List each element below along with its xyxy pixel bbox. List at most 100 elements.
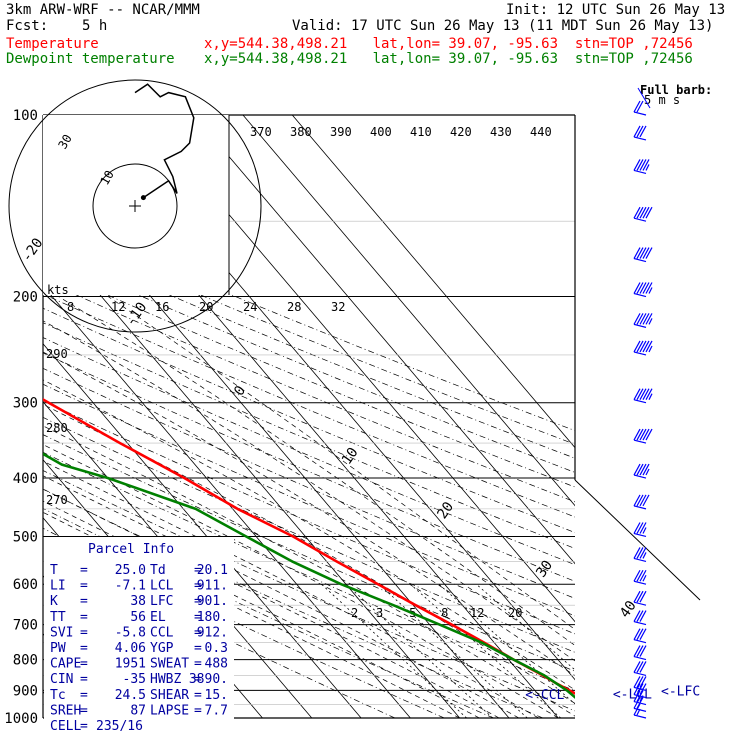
barb-flag xyxy=(639,590,647,603)
parcel-field-value: 0.3 xyxy=(205,641,228,656)
parcel-field-label: K xyxy=(50,594,58,609)
barb-flag xyxy=(636,569,644,582)
parcel-field-label: CCL xyxy=(150,625,174,640)
barb-flag xyxy=(642,159,650,171)
mixing-ratio-label: 8 xyxy=(441,606,448,620)
parcel-field-sep: = xyxy=(80,657,88,672)
parcel-field-sep: = xyxy=(80,610,88,625)
isotherm-line xyxy=(291,115,575,449)
barb-flag xyxy=(639,628,647,640)
isotherm-label: 40 xyxy=(617,598,640,621)
parcel-field-label: TT xyxy=(50,610,66,625)
theta-label: 380 xyxy=(290,125,312,139)
isotherm-label: 0 xyxy=(231,383,249,399)
speed-tick-label: 24 xyxy=(243,300,257,314)
isotherm-line xyxy=(193,115,575,565)
mixing-ratio-label: 12 xyxy=(470,606,484,620)
barb-staff xyxy=(633,580,647,585)
level-marker-lfc: <-LFC xyxy=(661,685,700,700)
barb-flag xyxy=(633,313,641,325)
barb-flag xyxy=(642,313,650,325)
barb-staff xyxy=(633,655,647,661)
barb-flag xyxy=(633,547,641,559)
wind-barb xyxy=(633,547,647,563)
parcel-field-value: 24.5 xyxy=(115,688,146,703)
wind-barb xyxy=(633,628,647,644)
barb-flag xyxy=(633,628,641,640)
barb-flag xyxy=(639,547,647,559)
pressure-label: 500 xyxy=(13,529,38,545)
barb-flag xyxy=(642,247,650,259)
wind-barb xyxy=(633,661,647,677)
parcel-field-sep: = xyxy=(80,563,88,578)
barb-flag xyxy=(633,690,641,702)
barb-flag xyxy=(636,645,644,657)
hodograph-trace xyxy=(134,83,195,199)
parcel-field-sep: = xyxy=(80,688,88,703)
parcel-info-title: Parcel Info xyxy=(88,542,174,557)
pressure-label: 700 xyxy=(13,618,38,634)
barb-flag xyxy=(633,100,641,113)
init-time: Init: 12 UTC Sun 26 May 13 xyxy=(506,2,726,18)
temperature-location-info: x,y=544.38,498.21 lat,lon= 39.07, -95.63… xyxy=(204,36,693,52)
barb-flag xyxy=(633,125,641,138)
parcel-field-label: Td xyxy=(150,563,166,578)
wind-barbs: Full barb:5 m s xyxy=(633,83,712,719)
level-marker-ccl: <-CCL xyxy=(525,688,564,703)
parcel-panel-background xyxy=(44,537,234,727)
speed-tick-label: 8 xyxy=(67,300,74,314)
isotherm-line xyxy=(43,227,461,719)
dewpoint-legend: Dewpoint temperature xyxy=(6,51,175,67)
theta-label: 370 xyxy=(250,125,272,139)
barb-flag xyxy=(636,522,644,534)
barb-flag xyxy=(633,159,641,171)
barb-half xyxy=(645,164,650,171)
barb-flag xyxy=(639,569,647,582)
isotherm-line xyxy=(43,343,362,719)
barb-flag xyxy=(642,494,650,507)
barb-flag xyxy=(639,522,647,534)
forecast-label: Fcst: xyxy=(6,18,49,34)
parcel-field-label: CIN xyxy=(50,672,73,687)
wind-barb xyxy=(633,206,653,222)
barb-flag xyxy=(642,463,650,476)
parcel-field-value: 911. xyxy=(197,579,228,594)
parcel-field-sep: = xyxy=(80,703,88,718)
parcel-field-label: SREH xyxy=(50,703,81,718)
speed-units-label: kts xyxy=(47,283,69,297)
barb-flag xyxy=(636,125,644,138)
forecast-hour: 5 h xyxy=(82,18,108,34)
barb-flag xyxy=(645,206,653,219)
barb-staff xyxy=(633,217,647,222)
barb-flag xyxy=(633,206,641,219)
isotherm-line xyxy=(144,115,575,623)
wind-barb xyxy=(633,610,647,626)
wind-barb xyxy=(633,388,653,404)
parcel-field-sep: = xyxy=(194,703,202,718)
barb-flag xyxy=(639,159,647,171)
barb-staff xyxy=(633,292,647,298)
parcel-field-sep: = xyxy=(194,579,202,594)
barb-flag xyxy=(645,388,653,400)
barb-flag xyxy=(636,547,644,559)
barb-staff xyxy=(633,257,647,263)
parcel-field-label: T xyxy=(50,563,58,578)
isotherm-line xyxy=(43,285,411,719)
barb-half xyxy=(648,393,653,400)
barb-flag xyxy=(633,340,641,353)
parcel-field-value: 38 xyxy=(130,594,146,609)
barb-flag xyxy=(636,206,644,219)
parcel-field-value: 15. xyxy=(205,688,228,703)
isotherm-label: -10 xyxy=(123,300,151,330)
parcel-field-label: CAPE xyxy=(50,657,81,672)
barb-staff xyxy=(633,714,647,719)
barb-staff xyxy=(633,532,647,538)
barb-flag xyxy=(636,610,644,622)
barb-half xyxy=(648,287,653,294)
axis-labels: 2 3 5 8 12 201002003004005006007008009001000-… xyxy=(4,108,640,727)
hodograph-ring-10 xyxy=(92,163,178,249)
barb-staff xyxy=(633,557,647,563)
parcel-field-value: 7.7 xyxy=(205,703,228,718)
frame-diagonal xyxy=(574,479,701,601)
